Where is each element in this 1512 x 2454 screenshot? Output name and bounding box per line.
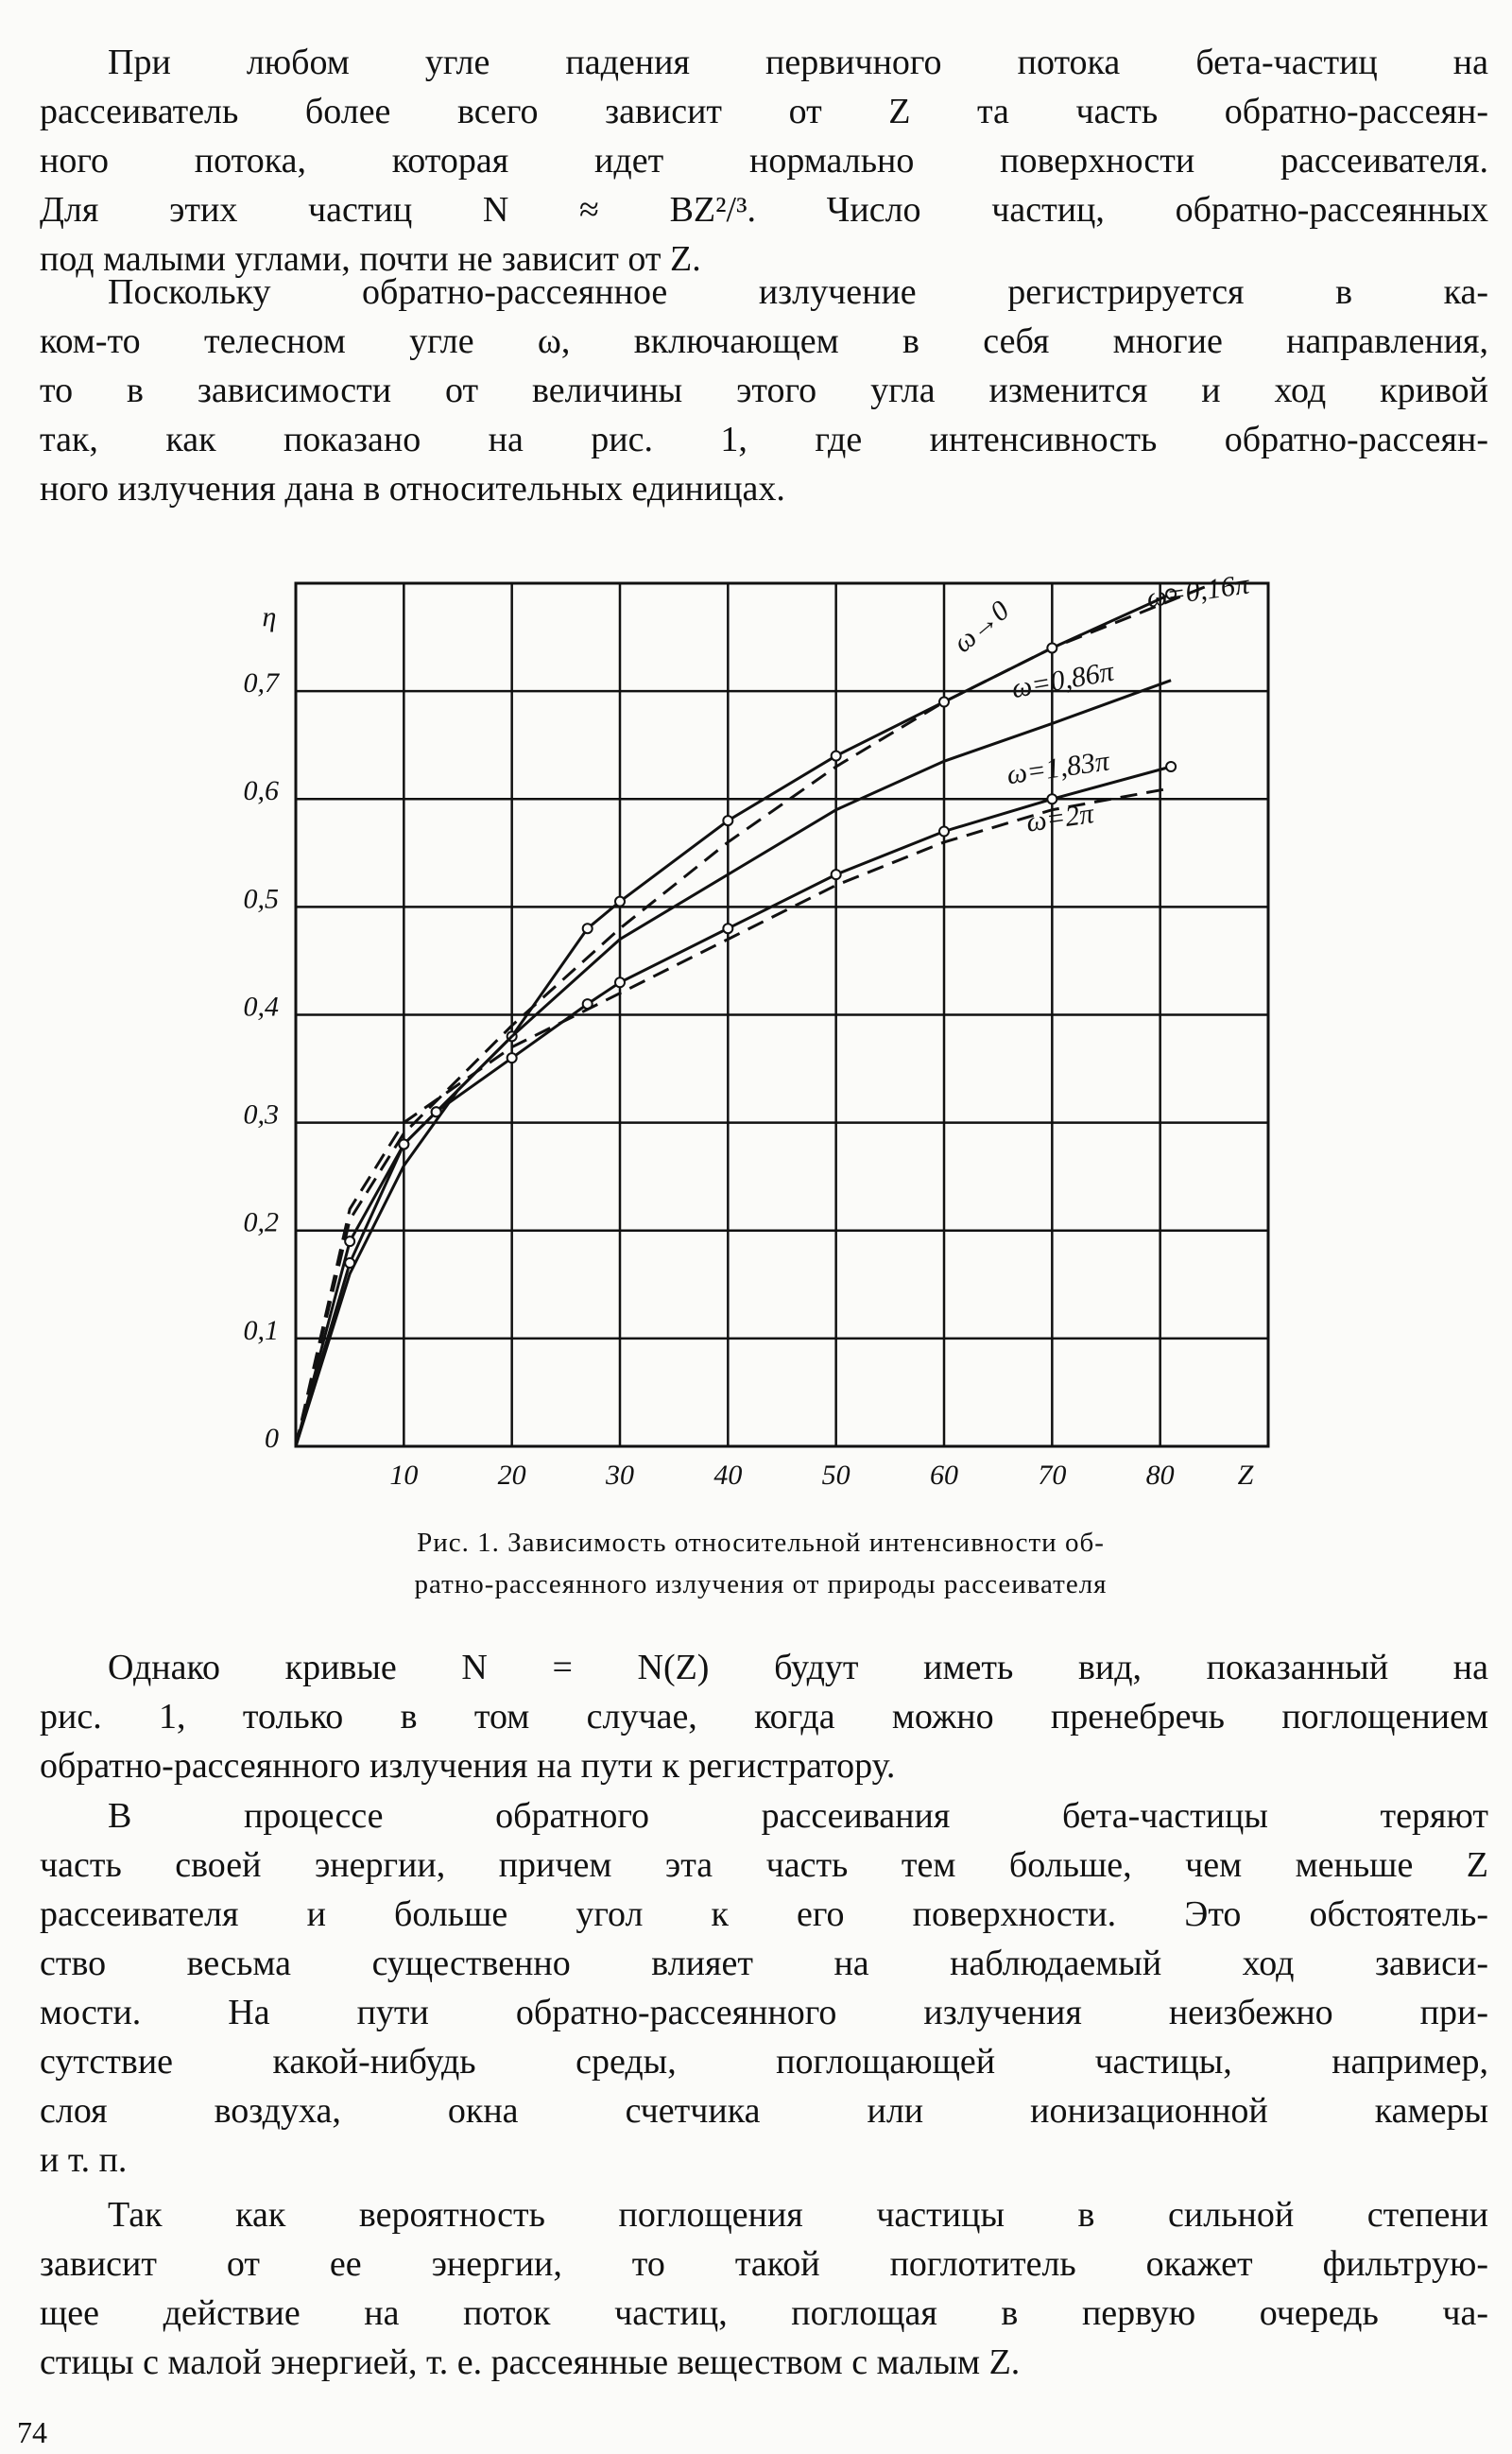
y-axis-label: η <box>263 601 277 632</box>
text-line: Поскольку обратно-рассеянное излучение р… <box>108 272 1488 312</box>
data-point <box>1165 588 1177 600</box>
text-line: ство весьма существенно влияет на наблюд… <box>40 1944 1488 1983</box>
text-line: Однако кривые N = N(Z) будут иметь вид, … <box>108 1648 1488 1687</box>
data-point <box>614 895 626 907</box>
text-line: слоя воздуха, окна счетчика или ионизаци… <box>40 2091 1488 2131</box>
paragraph: Поскольку обратно-рассеянное излучение р… <box>40 268 1488 513</box>
text-line: сутствие какой-нибудь среды, поглощающей… <box>40 2042 1488 2082</box>
data-point <box>938 696 950 708</box>
data-point <box>581 923 593 935</box>
data-point <box>1046 642 1058 654</box>
text-line: и т. п. <box>40 2140 128 2180</box>
text-line: стицы с малой энергией, т. е. рассеянные… <box>40 2342 1021 2382</box>
series-line <box>294 679 1172 1447</box>
text-line: то в зависимости от величины этого угла … <box>40 371 1488 410</box>
y-tick-label: 0,1 <box>244 1315 280 1346</box>
text-line: В процессе обратного рассеивания бета-ча… <box>108 1796 1488 1836</box>
paragraph: Так как вероятность поглощения частицы в… <box>40 2190 1488 2387</box>
data-point <box>344 1256 356 1269</box>
data-point <box>1165 761 1177 773</box>
data-point <box>722 815 734 827</box>
data-point <box>506 1052 518 1064</box>
paragraph: В процессе обратного рассеивания бета-ча… <box>40 1791 1488 2185</box>
series-label: ω=1,83π <box>1005 745 1111 790</box>
caption-line: Рис. 1. Зависимость относительной интенс… <box>417 1528 1105 1558</box>
data-point <box>614 976 626 989</box>
x-tick-label: 80 <box>1146 1460 1175 1491</box>
data-point <box>344 1236 356 1248</box>
caption-line: ратно-рассеянного излучения от природы р… <box>414 1569 1108 1599</box>
data-point <box>830 869 842 881</box>
data-point <box>1046 793 1058 805</box>
text-line: ком-то телесном угле ω, включающем в себ… <box>40 321 1488 361</box>
y-tick-label: 0 <box>265 1423 279 1454</box>
x-tick-label: 70 <box>1038 1460 1066 1491</box>
text-line: рассеивателя и больше угол к его поверхн… <box>40 1894 1488 1934</box>
y-tick-label: 0,4 <box>244 991 280 1022</box>
data-point <box>830 750 842 762</box>
y-tick-label: 0,2 <box>244 1207 280 1238</box>
text-line: рассеиватель более всего зависит от Z та… <box>40 92 1488 131</box>
x-tick-label: 10 <box>389 1460 418 1491</box>
text-line: часть своей энергии, причем эта часть те… <box>40 1845 1488 1885</box>
data-point <box>430 1106 442 1118</box>
text-line: ного потока, которая идет нормально пове… <box>40 141 1488 181</box>
series-label: ω→0 <box>947 595 1015 659</box>
paragraph: Однако кривые N = N(Z) будут иметь вид, … <box>40 1643 1488 1790</box>
y-tick-label: 0,5 <box>244 883 280 914</box>
text-line: ного излучения дана в относительных един… <box>40 469 785 509</box>
x-tick-label: 60 <box>930 1460 958 1491</box>
text-line: щее действие на поток частиц, поглощая в… <box>40 2293 1488 2333</box>
text-line: мости. На пути обратно-рассеянного излуч… <box>40 1993 1488 2032</box>
data-point <box>398 1138 410 1150</box>
text-line: Для этих частиц N ≈ BZ²/³. Число частиц,… <box>40 190 1488 230</box>
y-tick-label: 0,7 <box>244 667 282 699</box>
text-line: обратно-рассеянного излучения на пути к … <box>40 1746 896 1786</box>
series-line <box>294 765 1172 1447</box>
series-label: ω=0,86π <box>1009 656 1117 705</box>
y-tick-label: 0,3 <box>244 1099 280 1131</box>
x-tick-label: 50 <box>822 1460 850 1491</box>
caption: Рис. 1. Зависимость относительной интенс… <box>236 1522 1285 1605</box>
data-point <box>938 825 950 838</box>
series-label: ω=0,16π <box>1144 568 1251 614</box>
x-tick-label: 30 <box>605 1460 634 1491</box>
series-line <box>294 786 1172 1447</box>
text-line: Так как вероятность поглощения частицы в… <box>108 2195 1488 2235</box>
page-number: 74 <box>17 2415 47 2449</box>
series-line <box>294 593 1172 1447</box>
y-tick-label: 0,6 <box>244 775 280 806</box>
x-axis-label: Z <box>1238 1460 1254 1491</box>
text-line: При любом угле падения первичного потока… <box>108 43 1488 82</box>
series-line <box>294 581 1215 1447</box>
text-line: под малыми углами, почти не зависит от Z… <box>40 239 701 279</box>
text-line: рис. 1, только в том случае, когда можно… <box>40 1697 1488 1737</box>
text-line: зависит от ее энергии, то такой поглотит… <box>40 2244 1488 2284</box>
paragraph: При любом угле падения первичного потока… <box>40 38 1488 284</box>
text-line: так, как показано на рис. 1, где интенси… <box>40 420 1488 459</box>
x-tick-label: 20 <box>498 1460 526 1491</box>
x-tick-label: 40 <box>713 1460 742 1491</box>
data-point <box>722 923 734 935</box>
